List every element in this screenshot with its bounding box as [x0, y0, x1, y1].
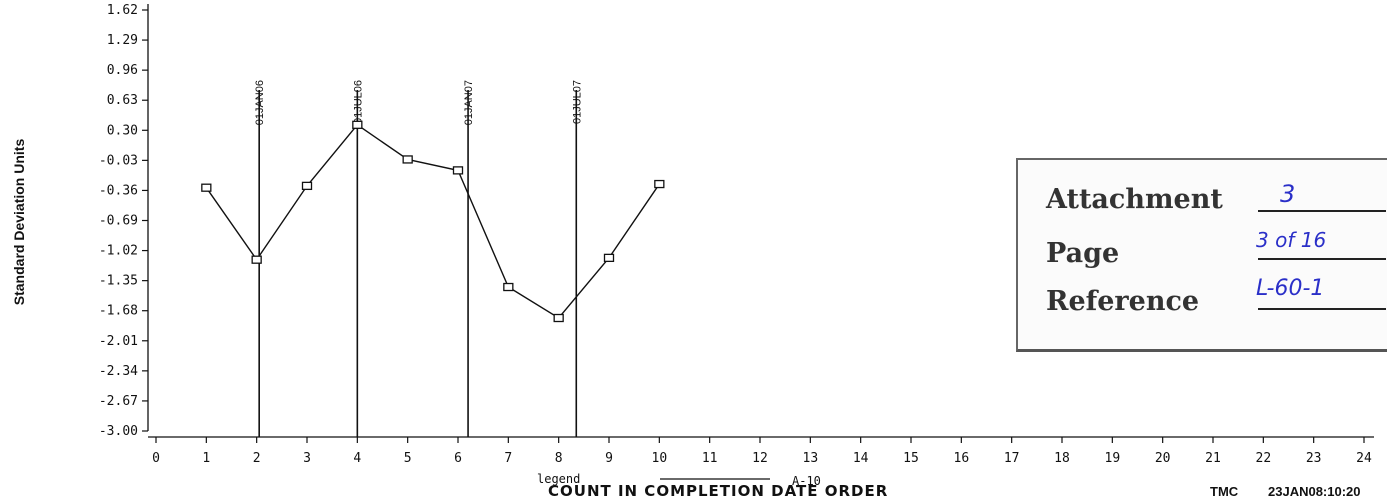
y-tick-label: -0.03 [99, 153, 138, 168]
x-tick-label: 13 [803, 451, 819, 466]
page-label: Page [1046, 238, 1120, 269]
x-tick-label: 1 [202, 451, 210, 466]
x-tick-label: 11 [702, 451, 718, 466]
x-tick-label: 22 [1256, 451, 1272, 466]
y-tick-label: 0.96 [107, 63, 138, 78]
legend-series-label: A-10 [792, 474, 821, 488]
data-series [201, 120, 665, 323]
attachment-underline [1258, 210, 1386, 212]
x-tick-label: 18 [1054, 451, 1070, 466]
x-tick-label: 10 [652, 451, 668, 466]
data-point [402, 155, 413, 164]
y-tick-label: 0.63 [107, 93, 138, 108]
x-tick-label: 20 [1155, 451, 1171, 466]
y-tick-label: -0.69 [99, 214, 138, 229]
y-tick-label: 1.62 [107, 3, 138, 18]
y-tick-label: -2.34 [99, 364, 138, 379]
reference-line-label: 01JUL06 [352, 80, 364, 124]
reference-line-label: 01JAN07 [463, 80, 475, 125]
y-axis-label: Standard Deviation Units [11, 139, 27, 306]
reference-value: L-60-1 [1256, 276, 1325, 301]
data-point [201, 183, 212, 192]
y-tick-label: -3.00 [99, 424, 138, 439]
reference-underline [1258, 308, 1386, 310]
footer-timestamp: 23JAN08:10:20 [1268, 484, 1361, 499]
data-point [603, 253, 615, 263]
x-axis-label: COUNT IN COMPLETION DATE ORDER [548, 482, 888, 500]
page-value: 3 of 16 [1256, 228, 1327, 252]
x-tick-label: 9 [605, 451, 613, 466]
x-tick-label: 6 [454, 451, 462, 466]
x-tick-label: 21 [1205, 451, 1221, 466]
chart-axes [147, 4, 1374, 438]
x-tick-label: 19 [1105, 451, 1121, 466]
x-tick-label: 7 [504, 451, 512, 466]
data-point [301, 181, 313, 191]
y-tick-label: -1.68 [99, 304, 138, 319]
x-tick-label: 14 [853, 451, 869, 466]
x-tick-label: 0 [152, 451, 160, 466]
x-tick-label: 24 [1356, 451, 1372, 466]
attachment-stamp: Attachment 3 Page 3 of 16 Reference L-60… [1016, 158, 1387, 352]
data-point [654, 179, 665, 189]
reference-lines: 01JAN06 01JUL06 01JAN07 01JUL07 [254, 80, 583, 437]
x-tick-label: 12 [752, 451, 768, 466]
data-point [251, 255, 262, 264]
data-point [452, 166, 464, 175]
reference-line-label: 01JUL07 [571, 80, 583, 124]
x-tick-label: 2 [253, 451, 261, 466]
data-point [352, 120, 363, 129]
y-tick-label: -1.35 [99, 274, 138, 289]
y-tick-label: -2.67 [99, 394, 138, 409]
legend-prefix: legend [537, 472, 580, 486]
page-underline [1258, 258, 1386, 260]
x-tick-label: 17 [1004, 451, 1020, 466]
y-axis-ticks: 1.62 1.29 0.96 0.63 0.30 -0.03 -0.36 -0.69 -1.02… [99, 3, 148, 439]
x-tick-label: 4 [353, 451, 361, 466]
x-tick-label: 3 [303, 451, 311, 466]
x-axis-ticks: 0 1 2 3 4 5 6 7 8 9 10 11 12 13 14 15 16 17 18 19 20 21 22 23 24 [152, 437, 1372, 466]
y-tick-label: -2.01 [99, 334, 138, 349]
series-line [205, 123, 660, 319]
y-tick-label: -1.02 [99, 244, 138, 259]
y-tick-label: 1.29 [107, 33, 138, 48]
y-tick-label: 0.30 [107, 123, 138, 138]
reference-line-label: 01JAN06 [254, 80, 266, 125]
data-point [503, 282, 514, 292]
x-tick-label: 5 [404, 451, 412, 466]
reference-label: Reference [1046, 286, 1200, 317]
footer-left-code: TMC [1210, 484, 1239, 499]
x-tick-label: 8 [555, 451, 563, 466]
y-tick-label: -0.36 [99, 183, 138, 198]
x-tick-label: 15 [903, 451, 919, 466]
data-point [553, 313, 564, 323]
attachment-label: Attachment [1046, 184, 1223, 215]
x-tick-label: 23 [1306, 451, 1322, 466]
attachment-value: 3 [1280, 180, 1296, 208]
x-tick-label: 16 [954, 451, 970, 466]
